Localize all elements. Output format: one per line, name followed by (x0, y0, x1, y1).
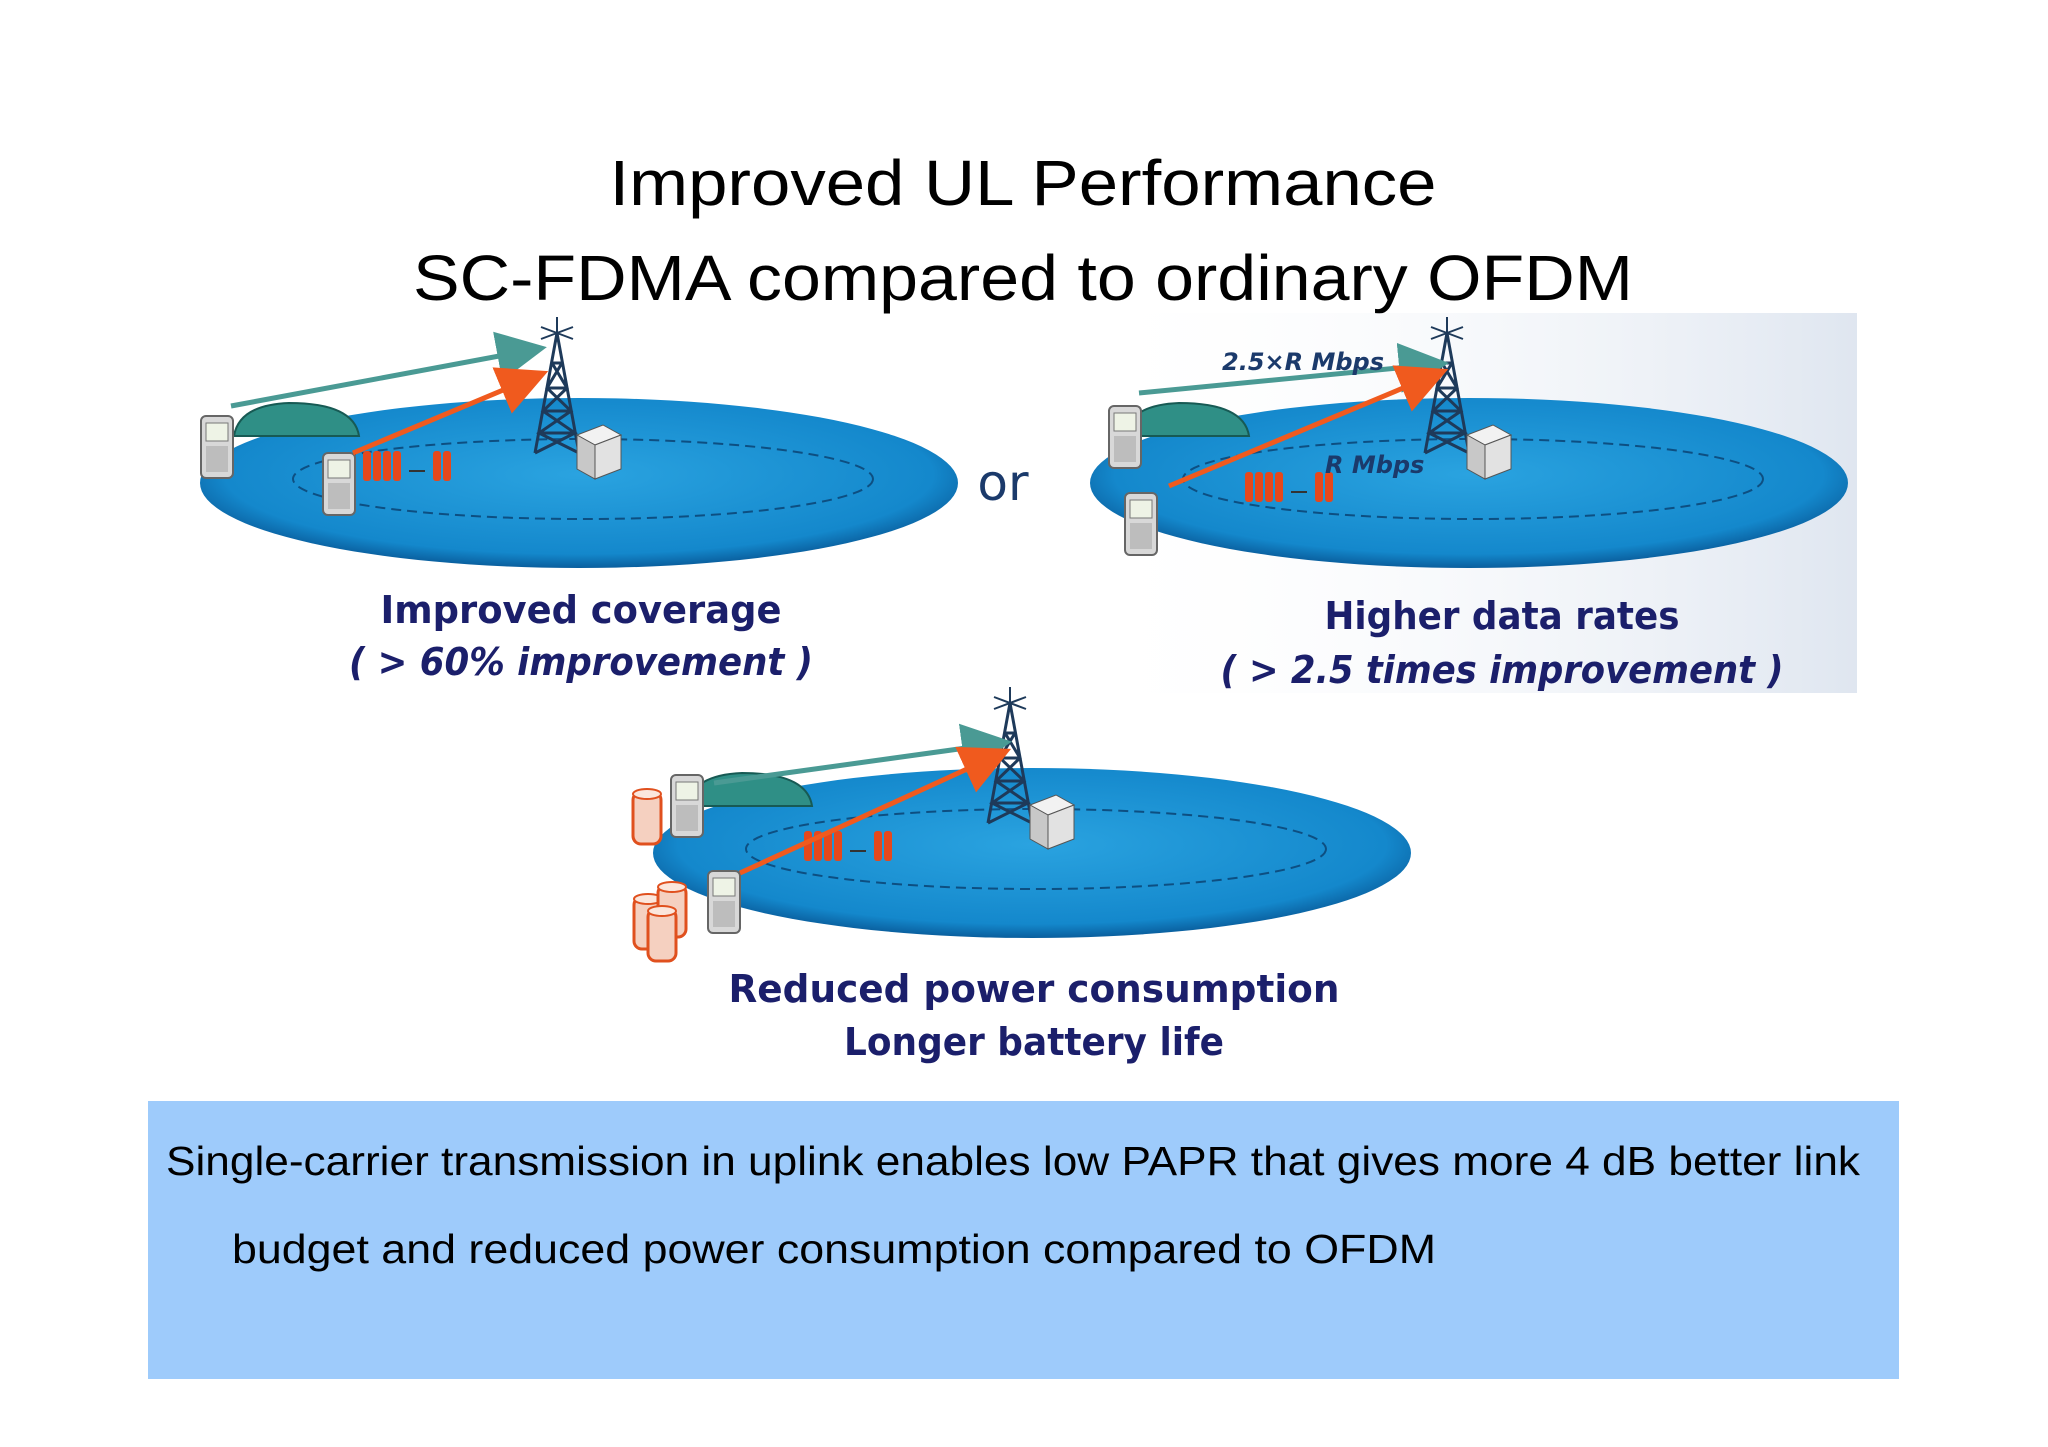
coverage-diagram (200, 317, 958, 568)
power-diagram (631, 687, 1411, 963)
note-line: Single-carrier transmission in uplink en… (166, 1138, 1861, 1184)
panel-detail: ( > 2.5 times improvement ) (1221, 648, 1784, 692)
rate-label: 2.5×R Mbps (1222, 348, 1384, 376)
note-box (148, 1101, 1899, 1379)
title-line: Improved UL Performance (610, 147, 1437, 219)
title-line: SC-FDMA compared to ordinary OFDM (413, 242, 1633, 314)
rate-label: R Mbps (1325, 451, 1424, 479)
panel-detail: ( > 60% improvement ) (349, 640, 813, 684)
separator: or (977, 454, 1029, 512)
panel-label: Higher data rates (1325, 594, 1680, 638)
panel-label: Reduced power consumption (729, 967, 1340, 1011)
panel-detail: Longer battery life (844, 1020, 1224, 1064)
panel-label: Improved coverage (381, 588, 782, 632)
data-rate-diagram (1090, 317, 1848, 568)
note-line: budget and reduced power consumption com… (232, 1226, 1436, 1272)
